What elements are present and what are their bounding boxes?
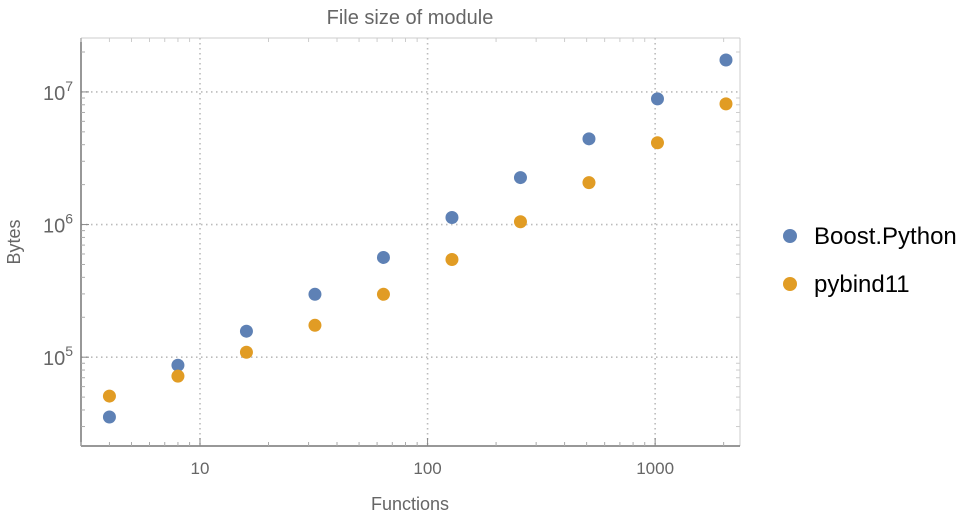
point-boost-python [445,211,459,225]
point-boost-python [239,324,253,338]
point-pybind11 [513,215,527,229]
point-pybind11 [445,253,459,267]
data-points [102,53,733,424]
y-tick-label: 106 [43,211,73,238]
point-boost-python [513,171,527,185]
gridlines [81,38,740,446]
point-pybind11 [239,345,253,359]
x-tick-label: 10 [191,459,210,478]
point-boost-python [650,92,664,106]
legend-label: pybind11 [814,271,910,298]
legend-marker [783,229,797,243]
legend: Boost.Python pybind11 [783,223,957,298]
x-tick-label: 1000 [636,459,674,478]
point-boost-python [582,132,596,146]
point-pybind11 [719,97,733,111]
point-boost-python [308,287,322,301]
point-pybind11 [308,318,322,332]
y-axis-label: Bytes [4,219,24,264]
ticks: 10 100 1000 105 106 107 [43,38,740,478]
chart-title: File size of module [327,7,494,29]
x-tick-label: 100 [413,459,441,478]
point-pybind11 [582,176,596,190]
point-pybind11 [376,287,390,301]
point-pybind11 [650,136,664,150]
y-tick-label: 105 [43,343,73,370]
x-axis-label: Functions [371,494,449,513]
plot-frame [80,37,741,447]
point-boost-python [376,250,390,264]
point-pybind11 [171,369,185,383]
legend-label: Boost.Python [814,223,957,250]
legend-marker [783,277,797,291]
point-pybind11 [102,389,116,403]
point-boost-python [171,358,185,372]
point-boost-python [102,410,116,424]
point-boost-python [719,53,733,67]
y-tick-label: 107 [43,78,73,105]
